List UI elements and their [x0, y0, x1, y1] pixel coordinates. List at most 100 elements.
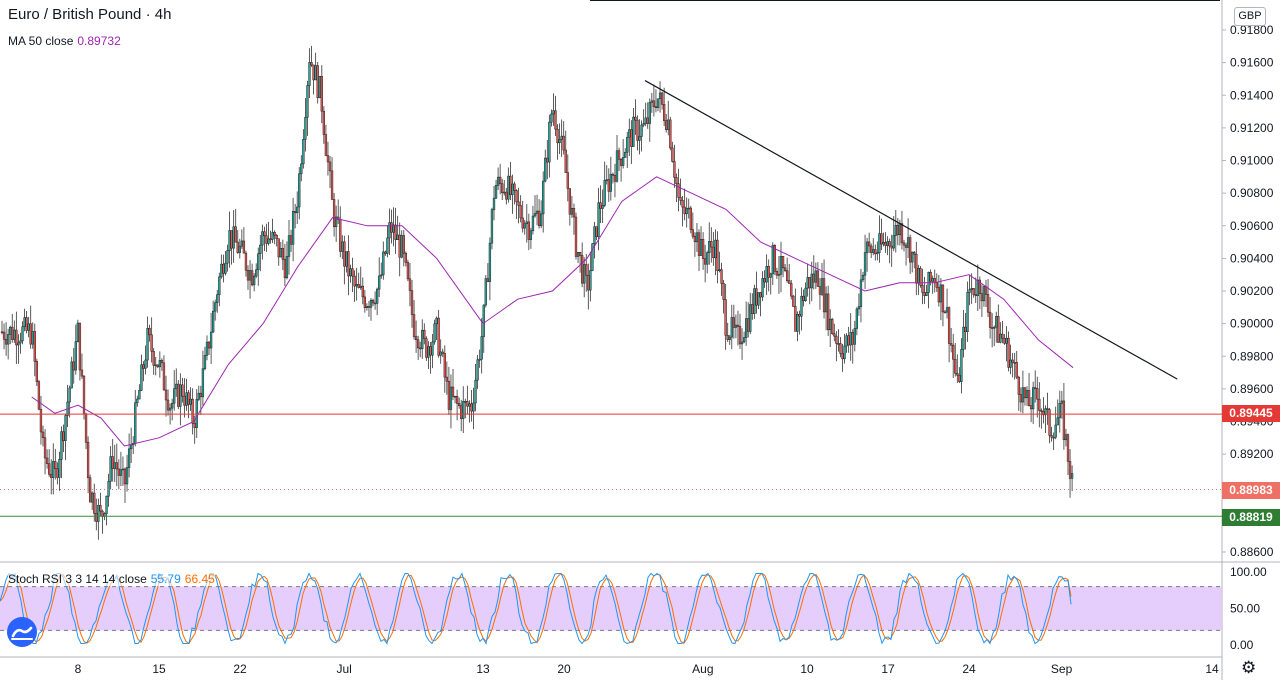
candle-body — [519, 205, 522, 219]
candle-body — [302, 139, 305, 165]
ma-50-line — [31, 176, 1074, 447]
candle-body — [308, 62, 311, 86]
candle-body — [578, 252, 582, 256]
candle-body — [367, 306, 371, 308]
candle-body — [238, 245, 241, 253]
candle-body — [947, 307, 951, 344]
tradingview-logo-icon[interactable] — [7, 617, 37, 647]
candle-body — [441, 351, 444, 354]
stoch-rsi-label: Stoch RSI 3 3 14 14 close — [8, 572, 147, 586]
gear-icon[interactable]: ⚙ — [1241, 658, 1257, 677]
candle-body — [667, 119, 670, 130]
candle-body — [33, 331, 36, 362]
candle-body — [177, 383, 180, 407]
candle-body — [550, 113, 553, 123]
candle-body — [894, 225, 897, 236]
candle-body — [835, 335, 838, 344]
candle-body — [484, 278, 487, 306]
candle-body — [548, 121, 551, 163]
candle-body — [646, 117, 649, 124]
candle-body — [503, 191, 506, 194]
candle-body — [687, 207, 690, 210]
candle-body — [185, 392, 188, 406]
candle-body — [341, 241, 344, 252]
price-axis-label: 0.90800 — [1230, 186, 1274, 200]
candle-body — [941, 284, 945, 313]
candle-body — [154, 364, 157, 367]
candle-body — [718, 269, 721, 272]
candle-body — [349, 268, 352, 277]
candle-body — [597, 202, 600, 237]
candle-body — [314, 65, 317, 81]
support-price-tag: 0.88819 — [1222, 509, 1280, 526]
candle-body — [757, 292, 760, 306]
candle-body — [111, 456, 114, 469]
candle-body — [806, 277, 809, 289]
currency-badge[interactable]: GBP — [1234, 7, 1266, 26]
ma-legend[interactable]: MA 50 close 0.89732 — [8, 34, 121, 48]
candle-body — [60, 431, 63, 460]
candle-body — [123, 468, 127, 485]
candle-body — [209, 331, 213, 349]
candle-body — [324, 134, 328, 156]
candle-body — [1025, 390, 1029, 399]
candle-body — [773, 245, 777, 272]
candle-body — [720, 269, 723, 284]
candle-body — [127, 448, 131, 468]
candle-body — [466, 401, 469, 407]
candle-body — [810, 273, 813, 289]
candle-body — [2, 331, 6, 340]
top-border — [590, 0, 1220, 1]
candle-body — [207, 341, 211, 349]
candle-body — [603, 179, 606, 206]
candle-body — [734, 324, 738, 328]
candle-body — [376, 288, 379, 304]
candle-body — [419, 347, 422, 350]
candle-body — [15, 329, 18, 346]
candle-body — [917, 268, 920, 284]
time-axis-label: 17 — [881, 662, 895, 676]
candle-body — [556, 128, 559, 144]
candle-body — [322, 110, 326, 135]
candle-body — [269, 238, 272, 241]
candle-body — [607, 179, 610, 192]
candle-body — [726, 335, 729, 340]
candle-body — [275, 235, 278, 239]
candle-body — [724, 299, 727, 336]
candle-body — [964, 326, 967, 332]
candle-body — [130, 444, 133, 450]
candle-body — [95, 513, 98, 522]
candle-body — [226, 250, 229, 264]
candle-body — [673, 161, 676, 178]
candle-body — [171, 402, 174, 409]
candle-body — [841, 353, 844, 360]
candle-body — [876, 252, 879, 255]
candle-body — [1052, 436, 1055, 439]
candle-body — [638, 136, 641, 141]
candle-body — [435, 317, 438, 325]
candle-body — [1070, 473, 1074, 479]
candle-body — [332, 199, 336, 228]
candle-body — [925, 292, 928, 296]
stoch-axis-label: 100.00 — [1230, 565, 1267, 579]
ma-legend-label: MA 50 close — [8, 34, 74, 48]
candle-body — [365, 306, 369, 309]
candle-body — [197, 392, 200, 400]
candle-body — [1015, 362, 1018, 378]
candle-body — [480, 336, 483, 360]
candle-body — [872, 249, 875, 253]
candle-body — [886, 241, 889, 246]
price-axis-label: 0.91400 — [1230, 88, 1274, 102]
candle-body — [902, 242, 906, 246]
candle-body — [494, 185, 498, 199]
candle-body — [663, 104, 666, 121]
candle-body — [677, 183, 680, 198]
candle-body — [119, 469, 123, 476]
stoch-rsi-legend[interactable]: Stoch RSI 3 3 14 14 close 55.79 66.45 — [8, 572, 215, 586]
candle-body — [277, 238, 280, 258]
candle-body — [747, 318, 750, 332]
candle-body — [537, 210, 541, 227]
candle-body — [453, 395, 457, 398]
candle-body — [287, 235, 291, 257]
